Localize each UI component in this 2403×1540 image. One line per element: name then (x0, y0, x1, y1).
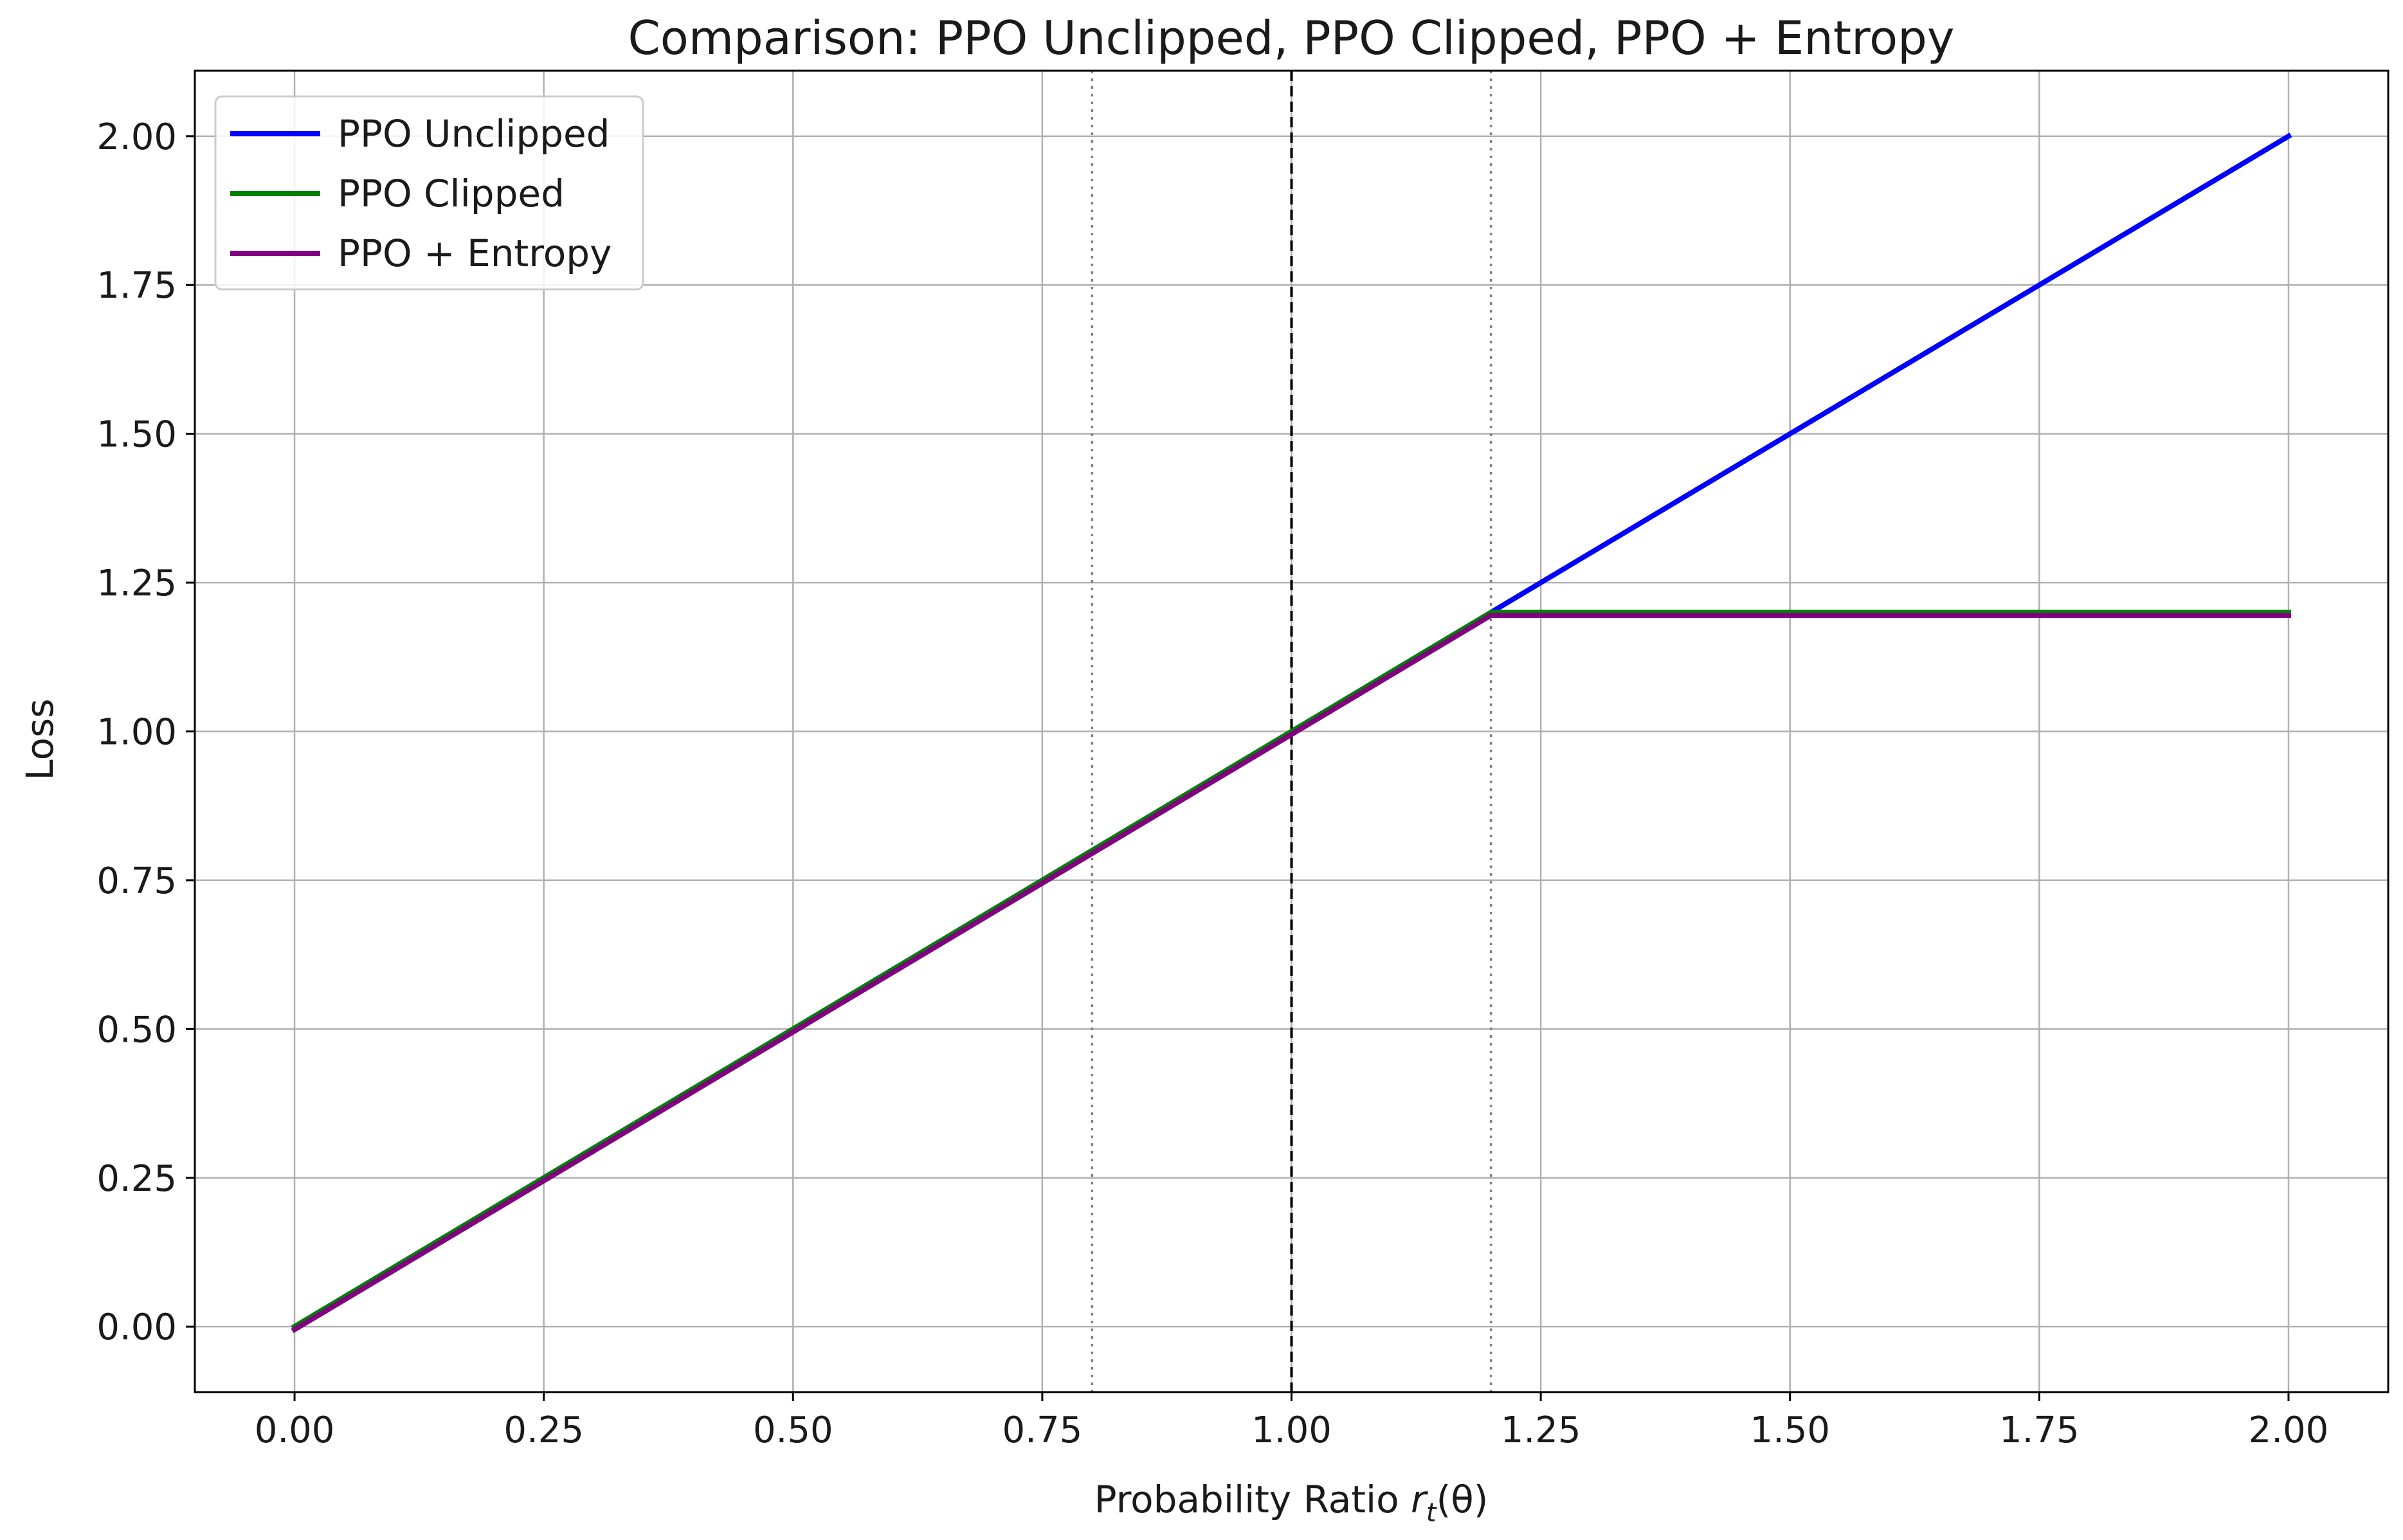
x-tick-label: 1.50 (1750, 1409, 1830, 1451)
x-axis-label-symbol: r (1411, 1478, 1428, 1521)
y-tick-label: 1.50 (96, 414, 177, 456)
x-tick-label: 1.25 (1501, 1409, 1581, 1451)
y-tick-label: 0.00 (96, 1307, 177, 1348)
x-tick-label: 0.00 (255, 1409, 335, 1451)
legend-label-ppo-unclipped: PPO Unclipped (338, 112, 610, 156)
x-tick-label: 0.50 (753, 1409, 833, 1451)
x-tick-label: 1.75 (1999, 1409, 2080, 1451)
y-tick-label: 0.50 (96, 1009, 177, 1051)
y-tick-label: 1.25 (96, 563, 177, 604)
x-axis-label-suffix: (θ) (1437, 1478, 1489, 1521)
y-tick-label: 0.25 (96, 1158, 177, 1200)
y-tick-label: 1.00 (96, 712, 177, 754)
x-tick-label: 0.25 (503, 1409, 584, 1451)
x-tick-label: 0.75 (1002, 1409, 1083, 1451)
y-tick-label: 1.75 (96, 265, 177, 307)
x-tick-label: 1.00 (1251, 1409, 1332, 1451)
series-line-ppo-entropy (291, 613, 2291, 1334)
x-axis-label-subscript: t (1426, 1498, 1437, 1528)
legend: PPO Unclipped PPO Clipped PPO + Entropy (214, 95, 644, 291)
chart-title: Comparison: PPO Unclipped, PPO Clipped, … (628, 11, 1955, 65)
plot-series (291, 132, 2292, 1334)
legend-items: PPO Unclipped PPO Clipped PPO + Entropy (230, 112, 612, 275)
y-tick-label: 2.00 (96, 116, 177, 158)
x-axis-label-prefix: Probability Ratio (1094, 1478, 1411, 1521)
x-axis-label: Probability Ratio rt(θ) (1094, 1478, 1489, 1528)
x-tick-label: 2.00 (2249, 1409, 2329, 1451)
legend-box (214, 95, 644, 291)
reference-lines (1091, 71, 1492, 1392)
y-axis-ticks: 0.00 0.25 0.50 0.75 1.00 1.25 1.50 1.75 2.00 (96, 116, 195, 1348)
legend-label-ppo-entropy: PPO + Entropy (338, 231, 612, 275)
legend-label-ppo-clipped: PPO Clipped (338, 172, 565, 215)
y-axis-label: Loss (18, 698, 62, 780)
x-axis-ticks: 0.00 0.25 0.50 0.75 1.00 1.25 1.50 1.75 2.00 (255, 1392, 2329, 1451)
y-tick-label: 0.75 (96, 860, 177, 902)
